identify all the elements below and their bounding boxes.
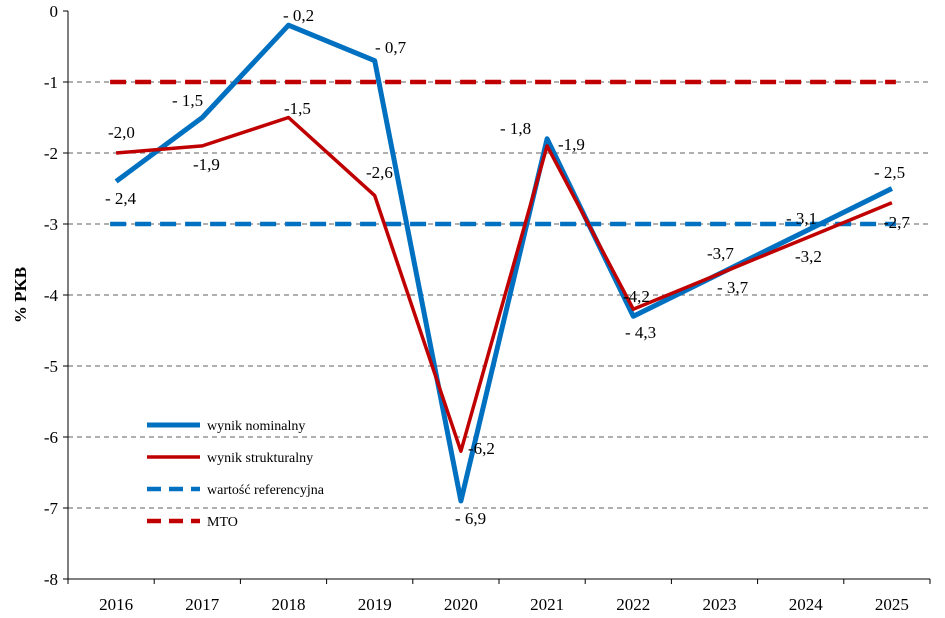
data-label: -1,9	[193, 155, 220, 174]
legend-label: MTO	[207, 515, 238, 530]
data-label: - 3,7	[717, 278, 749, 297]
series-line-wynik-strukturalny	[115, 115, 893, 453]
data-label: -1,9	[558, 135, 585, 154]
data-label: - 0,7	[375, 38, 407, 57]
y-tick-label: -5	[44, 357, 58, 376]
x-tick-label: 2019	[358, 595, 392, 614]
data-label: - 3,1	[786, 209, 817, 228]
legend-label: wynik strukturalny	[207, 451, 313, 466]
x-tick-label: 2016	[99, 595, 133, 614]
data-label: - 2,4	[105, 189, 137, 208]
data-label: -2,7	[883, 213, 910, 232]
x-tick-label: 2017	[185, 595, 220, 614]
data-label: -2,6	[366, 163, 393, 182]
y-tick-label: -4	[44, 286, 59, 305]
y-tick-label: -2	[44, 144, 58, 163]
data-label: -1,5	[284, 99, 311, 118]
x-tick-label: 2021	[530, 595, 564, 614]
data-label: - 1,5	[172, 91, 203, 110]
y-tick-label: -7	[44, 499, 59, 518]
y-tick-label: -1	[44, 73, 58, 92]
x-tick-label: 2020	[444, 595, 478, 614]
data-label: - 0,2	[283, 6, 314, 25]
legend-label: wartość referencyjna	[207, 483, 325, 498]
x-tick-label: 2024	[789, 595, 824, 614]
data-label: - 4,3	[625, 323, 656, 342]
x-tick-label: 2022	[616, 595, 650, 614]
series-line-wynik-nominalny	[114, 22, 894, 504]
y-tick-label: -8	[44, 570, 58, 589]
x-tick-label: 2018	[272, 595, 306, 614]
y-tick-label: -6	[44, 428, 58, 447]
data-label: -3,2	[795, 247, 822, 266]
y-tick-label: 0	[50, 2, 59, 21]
data-label: -4,2	[623, 287, 650, 306]
data-label: -2,0	[108, 123, 135, 142]
y-axis-label: % PKB	[11, 267, 30, 323]
y-tick-label: -3	[44, 215, 58, 234]
x-tick-label: 2025	[875, 595, 909, 614]
data-label: -6,2	[468, 439, 495, 458]
x-tick-label: 2023	[703, 595, 737, 614]
data-label: - 6,9	[455, 509, 486, 528]
legend-label: wynik nominalny	[207, 419, 305, 434]
data-label: - 2,5	[874, 163, 905, 182]
data-label: - 1,8	[500, 119, 531, 138]
data-label: -3,7	[707, 244, 734, 263]
